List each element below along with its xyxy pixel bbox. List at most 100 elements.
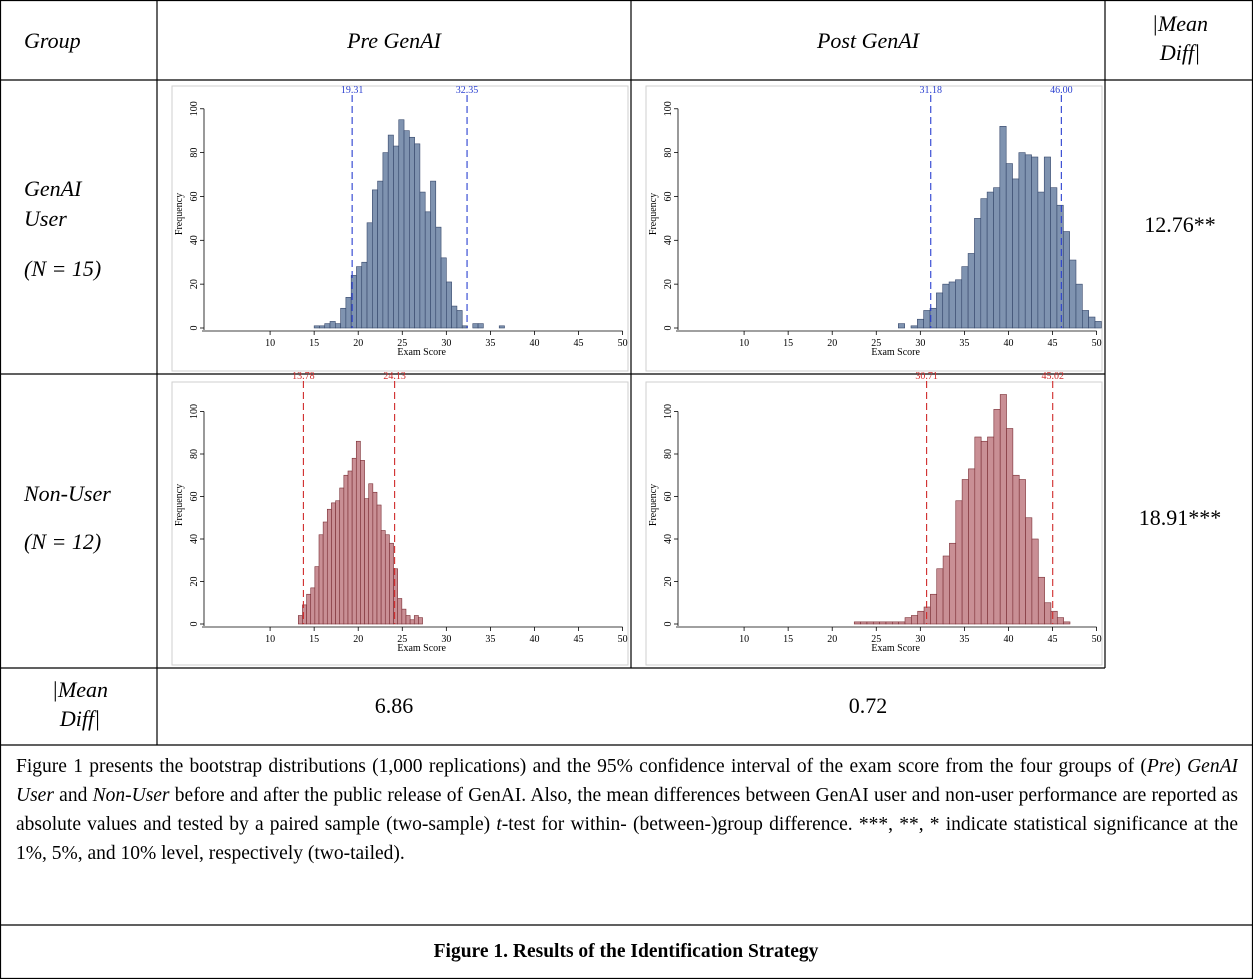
histogram-bar [1005,163,1013,329]
histogram-bar [393,145,400,329]
ci-lower-label: 31.18 [919,85,942,96]
histogram-bar [418,617,423,625]
x-tick-label: 50 [1092,634,1102,645]
x-tick-label: 20 [353,338,363,349]
histogram-bar [322,521,328,625]
histogram-bar [967,253,975,329]
histogram-bar [879,621,887,625]
histogram-bar [382,152,389,329]
ci-upper-label: 45.02 [1041,371,1064,382]
ci-lower-label: 19.31 [341,85,364,96]
histogram-bar [405,615,411,625]
histogram-bar [1050,187,1058,329]
y-axis-label: Frequency [174,484,185,526]
x-axis-label: Exam Score [871,347,920,358]
x-tick-label: 25 [397,338,407,349]
y-tick-label: 20 [189,577,200,587]
ci-upper-label: 24.13 [383,371,406,382]
histogram-bar [440,257,447,329]
x-tick-label: 20 [353,634,363,645]
histogram-bar [384,534,390,625]
y-tick-label: 40 [663,235,674,245]
x-tick-label: 20 [827,634,837,645]
y-tick-label: 20 [663,577,674,587]
y-tick-label: 100 [189,101,200,116]
x-tick-label: 40 [1003,338,1013,349]
histogram-bar [955,500,963,625]
x-tick-label: 25 [871,338,881,349]
header-mean-diff-line2: Diff| [1159,40,1200,65]
histogram-bar [949,542,957,625]
y-tick-label: 80 [189,148,200,158]
histogram-bar [419,191,426,329]
histogram-bar [961,266,969,329]
histogram-bar [340,307,347,329]
histogram-bar [936,292,944,329]
y-tick-label: 20 [663,279,674,289]
x-tick-label: 25 [397,634,407,645]
x-tick-label: 30 [915,338,925,349]
x-tick-label: 10 [739,634,749,645]
y-axis-label: Frequency [648,484,659,526]
header-pre-genai: Pre GenAI [346,28,443,53]
histogram-bar [387,134,394,329]
row-label-user-line1: GenAI [24,176,83,201]
panel-nonuser-post: 0 20 40 60 80 100 Frequency 10 15 20 25 30 35 40 45 50 E… [645,371,1103,666]
bottom-label-line2: Diff| [59,706,100,731]
y-tick-label: 0 [189,622,200,627]
histogram-bar [980,440,988,625]
y-axis-label: Frequency [648,193,659,235]
histogram-bar [324,323,331,329]
histogram-bar [1063,621,1071,625]
histogram-bar [974,218,982,329]
y-axis-label: Frequency [174,193,185,235]
histogram-bar [339,487,345,625]
histogram-bar [853,621,861,625]
histogram-bar [380,530,386,625]
x-tick-label: 30 [441,634,451,645]
histogram-bar [409,619,415,625]
histogram-bar [917,610,925,625]
mean-diff-user: 12.76** [1144,212,1216,237]
histogram-bar [351,457,357,625]
histogram-bar [1050,610,1058,625]
histogram-bar [313,325,320,329]
histogram-bar [329,321,336,329]
histogram-bar [961,479,969,625]
histogram-bar [955,279,963,329]
histogram-bar [1037,576,1045,625]
histogram-bar [892,621,899,625]
caption: Figure 1 presents the bootstrap distribu… [16,756,1238,864]
x-tick-label: 20 [827,338,837,349]
y-tick-label: 60 [189,191,200,201]
x-tick-label: 50 [1092,338,1102,349]
histogram-bar [1082,310,1089,329]
histogram-bar [1018,479,1026,625]
histogram-bar [1031,156,1039,329]
x-tick-label: 10 [739,338,749,349]
x-tick-label: 25 [871,634,881,645]
histogram-bar [372,491,378,625]
mean-diff-post: 0.72 [849,693,888,718]
x-tick-label: 40 [529,338,539,349]
histogram-bar [377,180,384,329]
histogram-bar [1056,617,1064,625]
histogram-bar [364,498,370,625]
y-tick-label: 40 [189,235,200,245]
histogram-bar [335,323,341,329]
y-tick-label: 80 [189,449,200,459]
histogram-bar [326,508,332,625]
mean-diff-nonuser: 18.91*** [1139,505,1222,530]
histogram-bar [1088,316,1096,329]
figure-title: Figure 1. Results of the Identification … [434,941,819,962]
histogram-bar [372,189,378,329]
y-tick-label: 100 [663,101,674,116]
histogram-bar [1012,474,1020,625]
histogram-bar [898,621,906,625]
histogram-bar [446,281,452,329]
histogram-bar [318,534,324,625]
histogram-bar [314,566,320,625]
y-tick-label: 40 [189,534,200,544]
histogram-bar [942,555,950,625]
